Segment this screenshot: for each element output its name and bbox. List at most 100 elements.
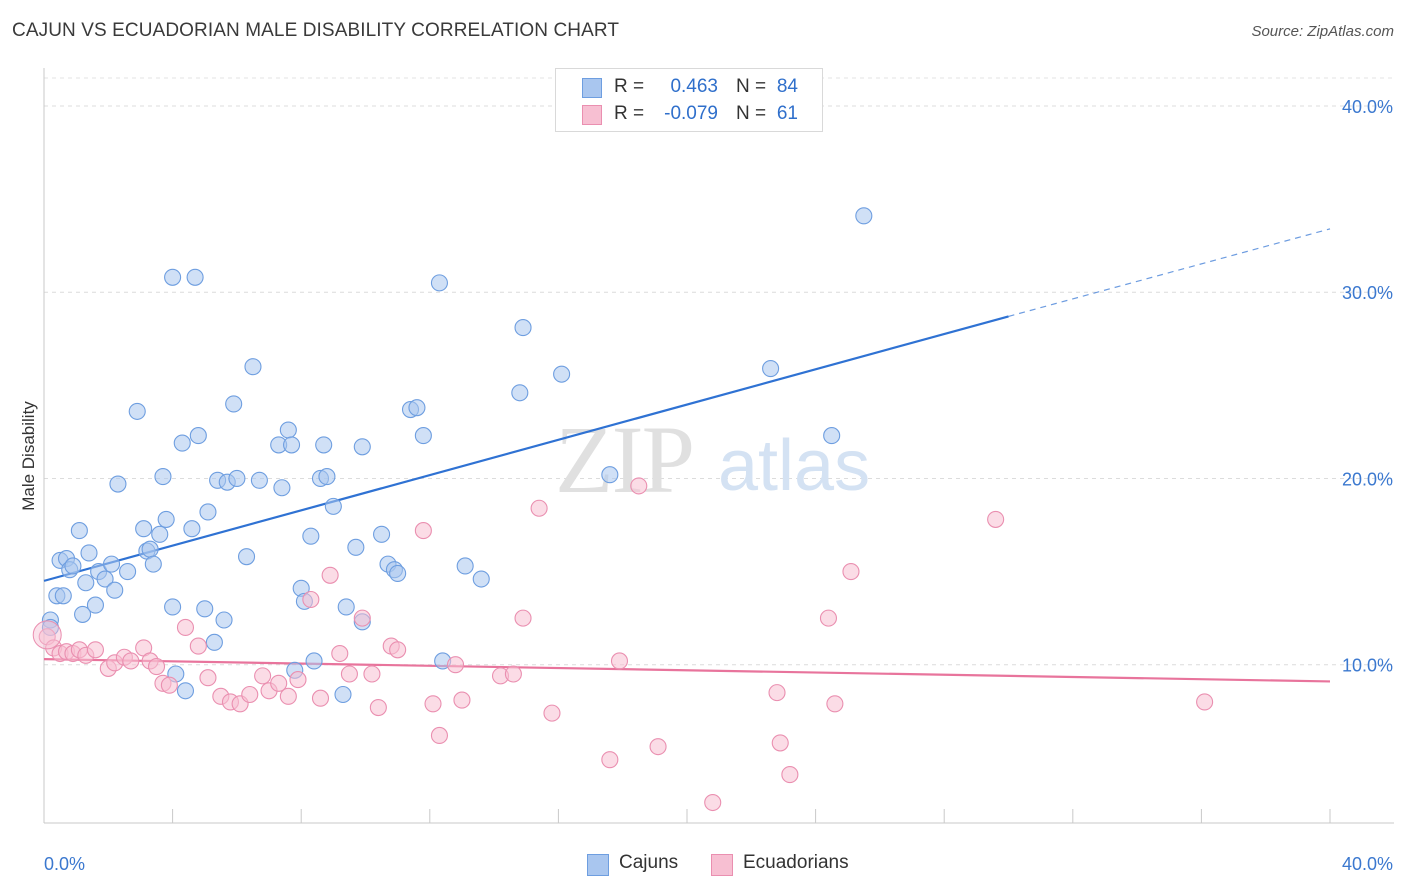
trend-line-ecuadorians — [43, 658, 1331, 683]
data-point — [363, 665, 381, 683]
data-point — [122, 652, 140, 670]
data-point — [337, 598, 355, 616]
data-point — [70, 522, 88, 540]
watermark-zip: ZIP — [555, 406, 693, 513]
data-point — [472, 570, 490, 588]
points-layer — [32, 207, 1214, 812]
bottom-legend-swatch-ecuadorians — [711, 854, 733, 876]
data-point — [819, 609, 838, 627]
data-point — [334, 685, 352, 704]
data-point — [254, 667, 272, 685]
data-point — [176, 682, 195, 700]
data-point — [347, 538, 365, 556]
legend-r-label: R = — [614, 103, 645, 124]
data-point — [353, 438, 371, 456]
legend-n-value: 84 — [776, 76, 798, 97]
bottom-legend-swatch-cajuns — [587, 854, 609, 876]
legend-n-value: 61 — [776, 103, 798, 124]
data-point — [189, 637, 207, 655]
data-point — [215, 611, 233, 629]
y-tick-label: 20.0% — [1342, 469, 1393, 489]
data-point — [318, 468, 336, 486]
data-point — [369, 698, 387, 717]
legend-n-label: N = — [736, 103, 767, 124]
x-tick-label: 40.0% — [1342, 854, 1393, 874]
watermark-atlas: atlas — [718, 426, 870, 506]
data-point — [183, 520, 201, 538]
stats-legend: R = 0.463 N = 84 R = -0.079 N = 61 — [555, 68, 823, 132]
data-point — [453, 691, 471, 709]
data-point — [504, 665, 522, 683]
data-point — [704, 793, 722, 812]
data-point — [86, 596, 104, 614]
data-point — [511, 384, 529, 402]
data-point — [331, 644, 349, 663]
data-point — [199, 503, 217, 521]
data-point — [553, 365, 571, 383]
data-point — [64, 557, 82, 575]
data-point — [237, 548, 256, 566]
data-point — [176, 618, 195, 636]
data-point — [74, 605, 92, 623]
data-point — [302, 590, 320, 609]
data-point — [771, 734, 789, 752]
data-point — [119, 563, 137, 581]
data-point — [530, 499, 548, 517]
data-point — [408, 399, 426, 417]
data-point — [102, 555, 121, 573]
data-point — [826, 695, 844, 713]
legend-r-value: -0.079 — [664, 103, 718, 124]
data-point — [164, 268, 182, 286]
y-tick-label: 10.0% — [1342, 656, 1393, 676]
x-tick-label: 0.0% — [44, 854, 85, 874]
data-point — [601, 466, 619, 484]
data-point — [144, 555, 162, 573]
legend-row-ecuadorians: R = -0.079 N = 61 — [556, 100, 822, 128]
data-point — [106, 581, 124, 599]
data-point — [250, 471, 268, 489]
data-point — [86, 641, 104, 659]
data-point — [154, 468, 172, 486]
data-point — [514, 609, 532, 627]
data-point — [768, 684, 786, 702]
data-point — [244, 358, 262, 376]
data-point — [96, 570, 114, 588]
y-axis-label: Male Disability — [19, 401, 38, 511]
data-point — [311, 689, 330, 707]
data-point — [762, 359, 780, 378]
data-point — [205, 633, 223, 651]
legend-swatch-cajuns — [582, 78, 602, 98]
data-point — [842, 563, 860, 581]
data-point — [273, 479, 291, 497]
data-point — [389, 641, 407, 659]
data-point — [189, 427, 207, 445]
data-point — [446, 656, 465, 674]
data-point — [514, 319, 532, 337]
data-point — [414, 427, 432, 445]
data-point — [279, 421, 297, 439]
data-point — [610, 652, 629, 670]
data-point — [186, 268, 204, 286]
data-point — [424, 695, 442, 713]
data-point — [173, 434, 191, 452]
data-point — [289, 671, 307, 689]
data-point — [353, 609, 371, 627]
data-point — [987, 510, 1005, 528]
data-point — [196, 600, 214, 618]
axes-layer — [43, 68, 1394, 824]
data-point — [135, 520, 153, 538]
data-point — [781, 766, 799, 784]
legend-n-label: N = — [736, 76, 767, 97]
bottom-legend-label: Ecuadorians — [743, 852, 849, 873]
data-point — [54, 587, 72, 605]
data-point — [543, 704, 561, 722]
data-point — [77, 574, 95, 592]
data-point — [630, 477, 648, 495]
data-point — [456, 557, 474, 575]
data-point — [141, 540, 159, 558]
data-point — [649, 738, 667, 756]
data-point-cluster — [32, 620, 62, 650]
data-point — [305, 652, 323, 670]
data-point — [241, 685, 259, 704]
